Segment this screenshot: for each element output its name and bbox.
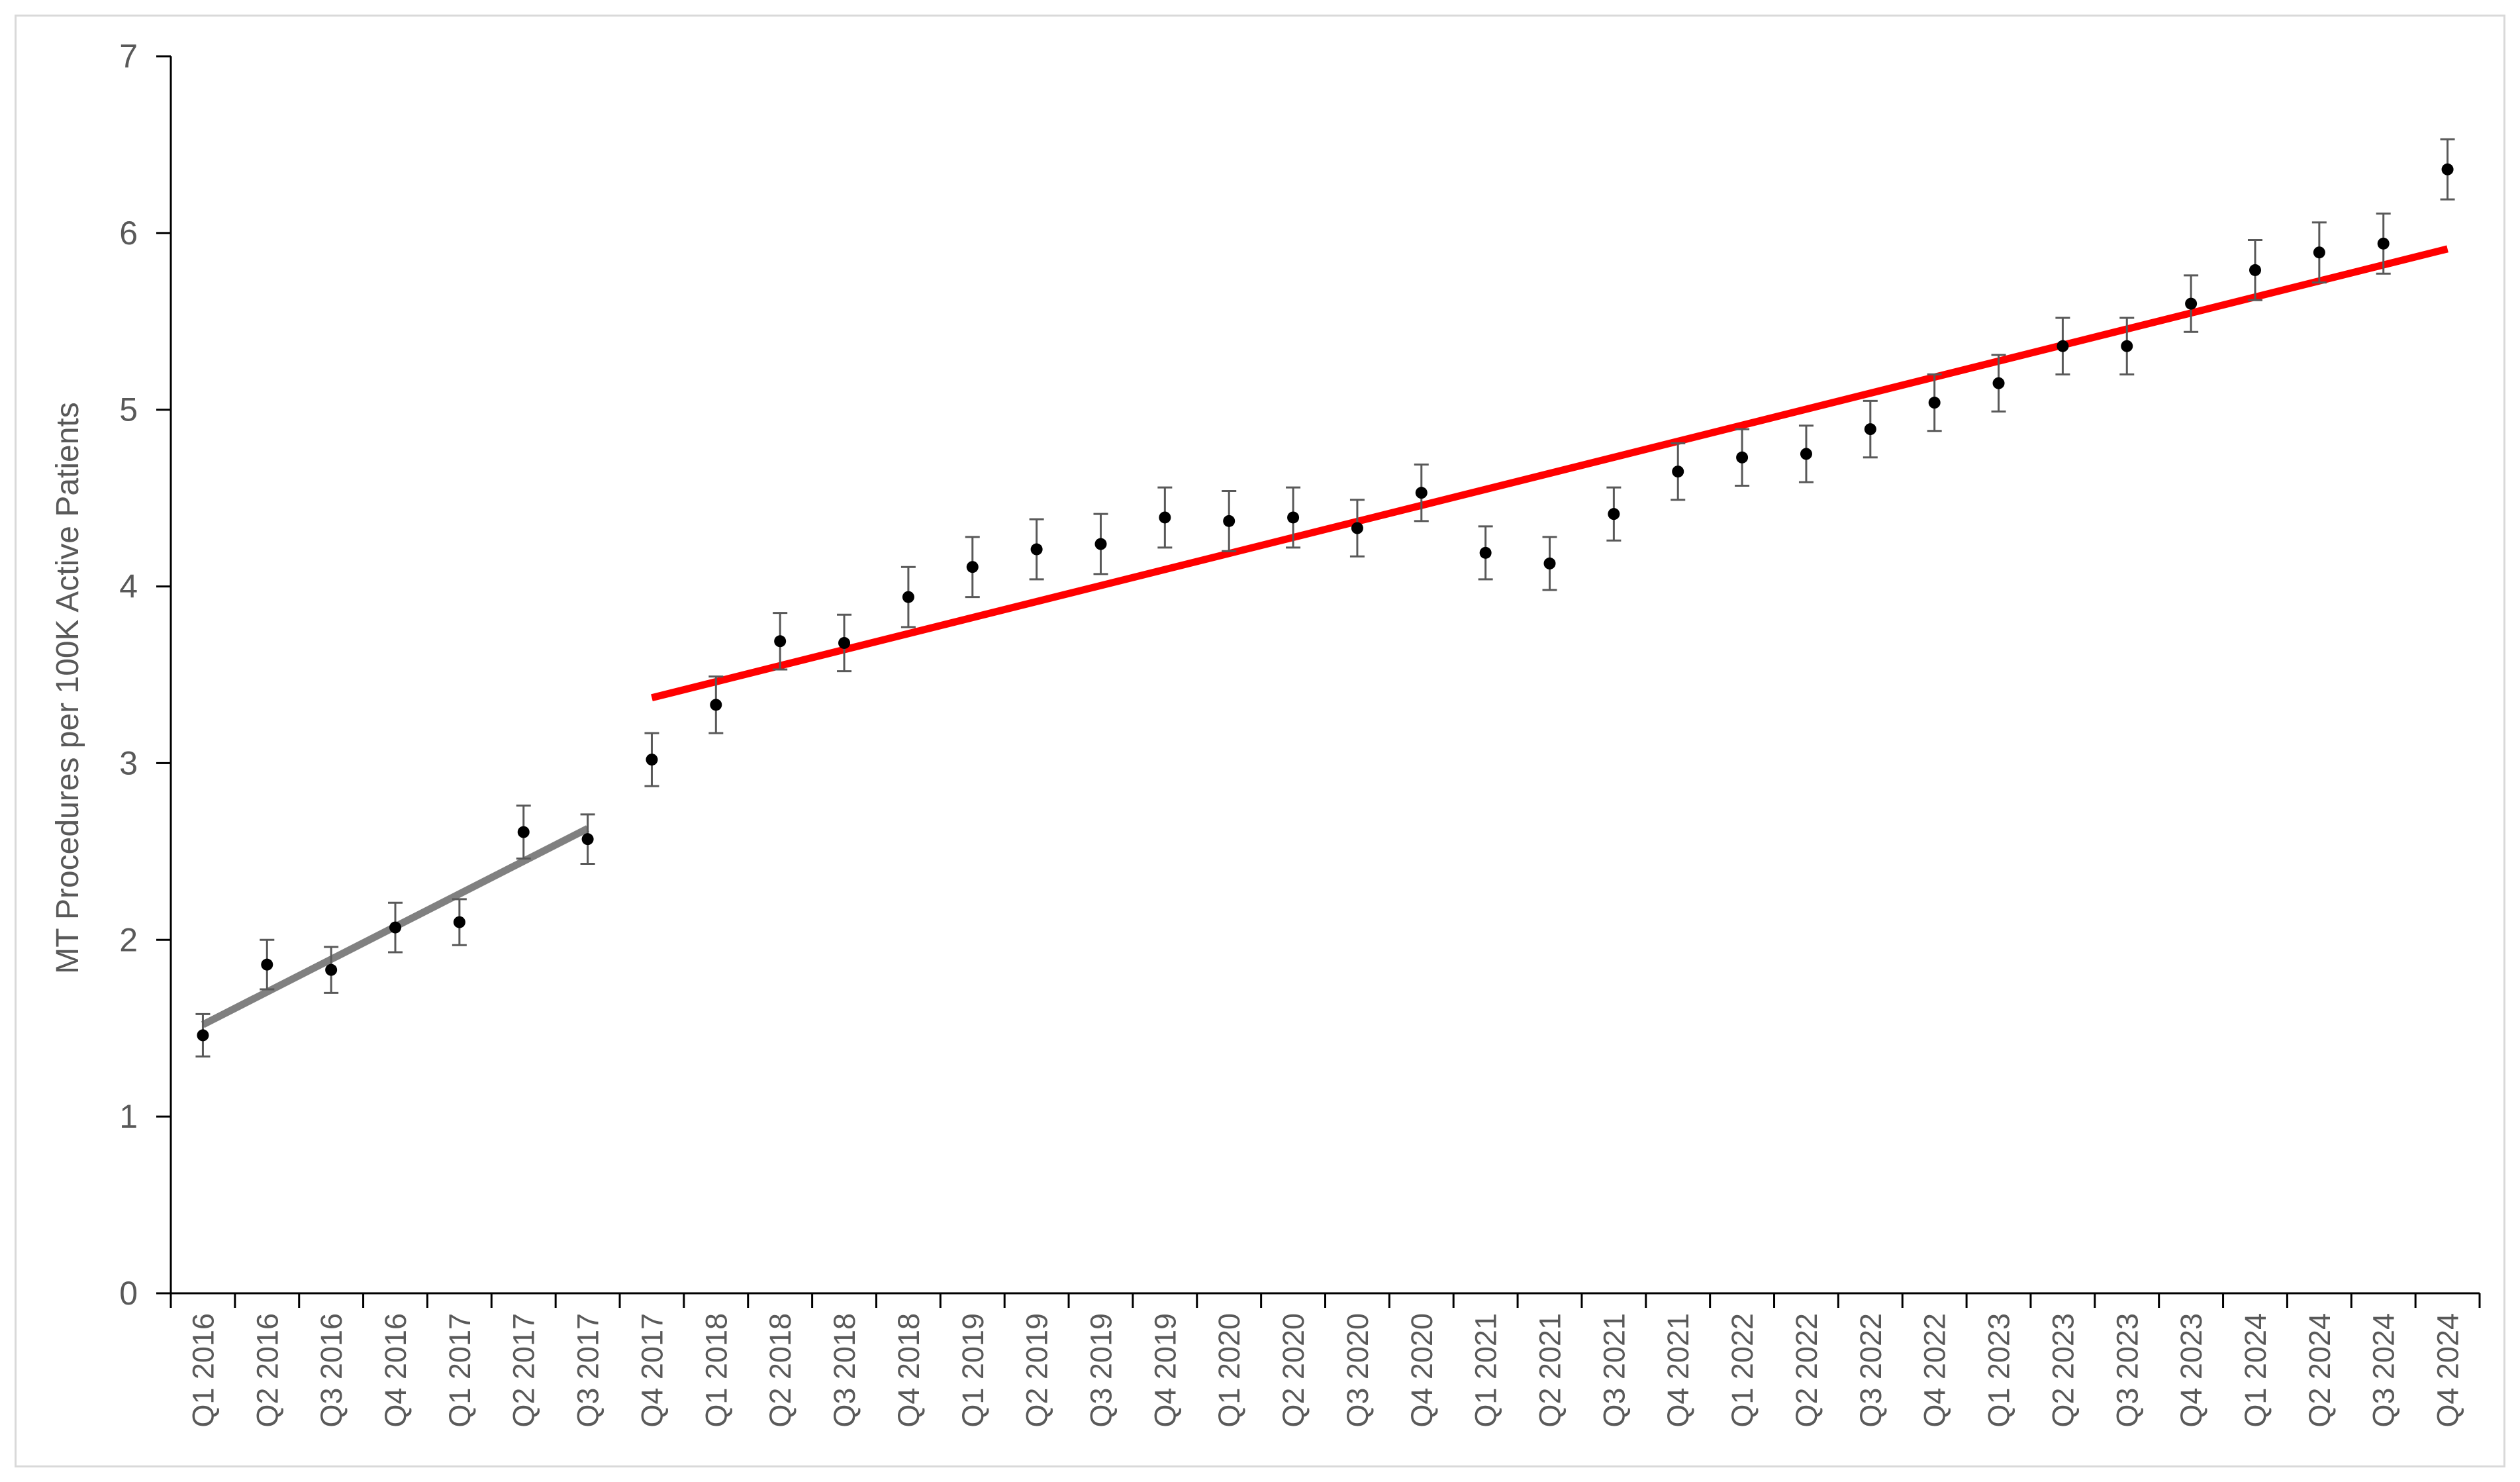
y-tick-label: 1 — [119, 1098, 138, 1135]
data-point — [2121, 340, 2133, 352]
data-points — [197, 163, 2454, 1042]
data-point — [710, 699, 722, 711]
data-point — [2441, 163, 2454, 175]
data-point — [581, 833, 594, 846]
data-point — [1864, 423, 1876, 436]
x-tick-label: Q4 2016 — [379, 1313, 412, 1428]
x-tick-label: Q4 2023 — [2174, 1313, 2208, 1428]
y-tick-label: 5 — [119, 391, 138, 428]
x-tick-label: Q1 2024 — [2239, 1313, 2272, 1428]
data-point — [1543, 557, 1556, 569]
data-point — [1351, 522, 1363, 534]
data-point — [2057, 340, 2069, 352]
x-tick-label: Q1 2022 — [1725, 1313, 1759, 1428]
x-tick-label: Q2 2023 — [2046, 1313, 2080, 1428]
data-point — [838, 636, 851, 649]
x-tick-label: Q3 2017 — [571, 1313, 605, 1428]
data-point — [325, 963, 338, 976]
data-point — [1415, 487, 1428, 499]
x-tick-label: Q4 2017 — [635, 1313, 669, 1428]
x-tick-label: Q2 2021 — [1533, 1313, 1567, 1428]
data-point — [261, 958, 273, 971]
x-tick-label: Q2 2022 — [1790, 1313, 1823, 1428]
x-tick-label: Q4 2024 — [2431, 1313, 2465, 1428]
y-tick-label: 7 — [119, 38, 138, 75]
x-tick-label: Q3 2022 — [1854, 1313, 1888, 1428]
x-tick-label: Q1 2016 — [186, 1313, 220, 1428]
x-tick-label: Q3 2023 — [2110, 1313, 2144, 1428]
y-tick-label: 0 — [119, 1275, 138, 1312]
x-tick-label: Q2 2019 — [1020, 1313, 1054, 1428]
trendline-2017-2024 — [651, 245, 2448, 702]
data-point — [646, 754, 658, 766]
x-tick-label: Q4 2022 — [1918, 1313, 1952, 1428]
data-point — [902, 591, 914, 603]
x-tick-label: Q2 2020 — [1277, 1313, 1310, 1428]
data-point — [2313, 246, 2325, 259]
x-tick-label: Q3 2020 — [1341, 1313, 1375, 1428]
data-point — [2249, 264, 2261, 276]
x-tick-label: Q4 2020 — [1405, 1313, 1439, 1428]
axes — [156, 55, 2481, 1308]
x-tick-label: Q4 2021 — [1661, 1313, 1695, 1428]
x-tick-labels: Q1 2016 Q2 2016 Q3 2016 Q4 2016 Q1 2017 Q2 20… — [186, 1313, 2464, 1428]
error-bars — [195, 138, 2455, 1058]
data-point — [1928, 397, 1941, 409]
data-point — [1030, 543, 1043, 556]
x-tick-label: Q3 2024 — [2367, 1313, 2401, 1428]
x-tick-label: Q3 2018 — [828, 1313, 861, 1428]
x-tick-label: Q3 2016 — [315, 1313, 348, 1428]
data-point — [774, 635, 787, 648]
data-point — [966, 561, 979, 573]
x-tick-label: Q1 2021 — [1469, 1313, 1503, 1428]
x-tick-label: Q3 2019 — [1084, 1313, 1118, 1428]
y-tick-label: 3 — [119, 744, 138, 781]
data-point — [453, 916, 465, 928]
data-point — [1479, 546, 1492, 559]
x-tick-label: Q1 2020 — [1212, 1313, 1246, 1428]
y-tick-label: 2 — [119, 921, 138, 958]
x-tick-label: Q1 2018 — [699, 1313, 733, 1428]
chart-frame — [15, 15, 2505, 1467]
x-tick-label: Q4 2018 — [892, 1313, 926, 1428]
data-point — [2377, 237, 2390, 250]
data-point — [1159, 511, 1171, 524]
x-tick-label: Q1 2023 — [1982, 1313, 2016, 1428]
y-tick-label: 4 — [119, 568, 138, 605]
x-tick-label: Q1 2019 — [956, 1313, 990, 1428]
data-point — [1094, 538, 1107, 550]
data-point — [1223, 515, 1236, 527]
x-tick-label: Q2 2018 — [763, 1313, 797, 1428]
data-point — [197, 1029, 209, 1042]
x-tick-label: Q4 2019 — [1148, 1313, 1182, 1428]
data-point — [2185, 297, 2198, 310]
x-tick-label: Q3 2021 — [1597, 1313, 1631, 1428]
data-point — [517, 826, 530, 838]
trendlines — [201, 245, 2448, 1028]
data-point — [1287, 511, 1300, 524]
y-tick-label: 6 — [119, 215, 138, 252]
data-point — [1800, 448, 1812, 460]
x-tick-label: Q2 2016 — [250, 1313, 284, 1428]
data-point — [1736, 451, 1749, 464]
data-point — [1672, 466, 1684, 478]
x-tick-label: Q1 2017 — [443, 1313, 477, 1428]
y-tick-labels: 0 1 2 3 4 5 6 7 — [119, 38, 138, 1312]
x-tick-label: Q2 2017 — [507, 1313, 541, 1428]
data-point — [1608, 508, 1620, 520]
x-tick-label: Q2 2024 — [2303, 1313, 2337, 1428]
y-axis-title: MT Procedures per 100K Active Patients — [50, 402, 85, 974]
data-point — [389, 921, 402, 934]
data-point — [1992, 377, 2005, 389]
